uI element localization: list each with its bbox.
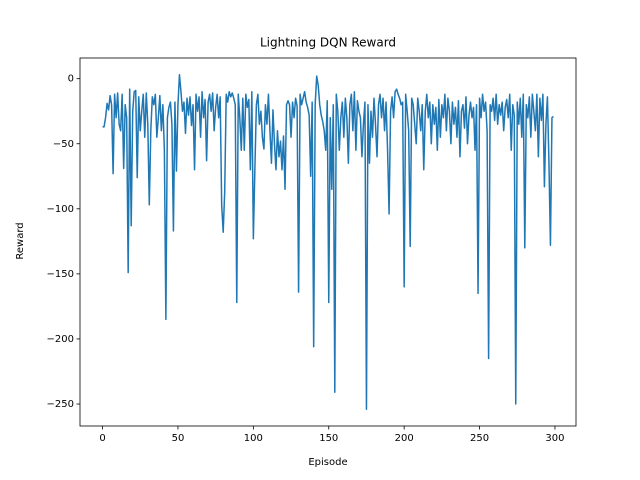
chart-title: Lightning DQN Reward xyxy=(260,36,396,50)
x-tick-label: 250 xyxy=(470,433,489,444)
y-tick-label: −200 xyxy=(47,334,74,345)
x-tick-label: 150 xyxy=(319,433,338,444)
x-tick-label: 200 xyxy=(395,433,414,444)
y-tick-label: 0 xyxy=(68,74,74,85)
y-tick-label: −50 xyxy=(53,139,74,150)
x-tick-label: 0 xyxy=(99,433,105,444)
plot-frame xyxy=(79,57,577,427)
y-tick-label: −100 xyxy=(47,204,74,215)
x-tick-label: 100 xyxy=(244,433,263,444)
y-tick-label: −250 xyxy=(47,399,74,410)
y-tick-label: −150 xyxy=(47,269,74,280)
x-axis-label: Episode xyxy=(308,457,347,468)
line-series xyxy=(102,74,554,410)
x-tick-label: 50 xyxy=(172,433,185,444)
x-tick-label: 300 xyxy=(545,433,564,444)
y-axis-label: Reward xyxy=(15,222,26,259)
